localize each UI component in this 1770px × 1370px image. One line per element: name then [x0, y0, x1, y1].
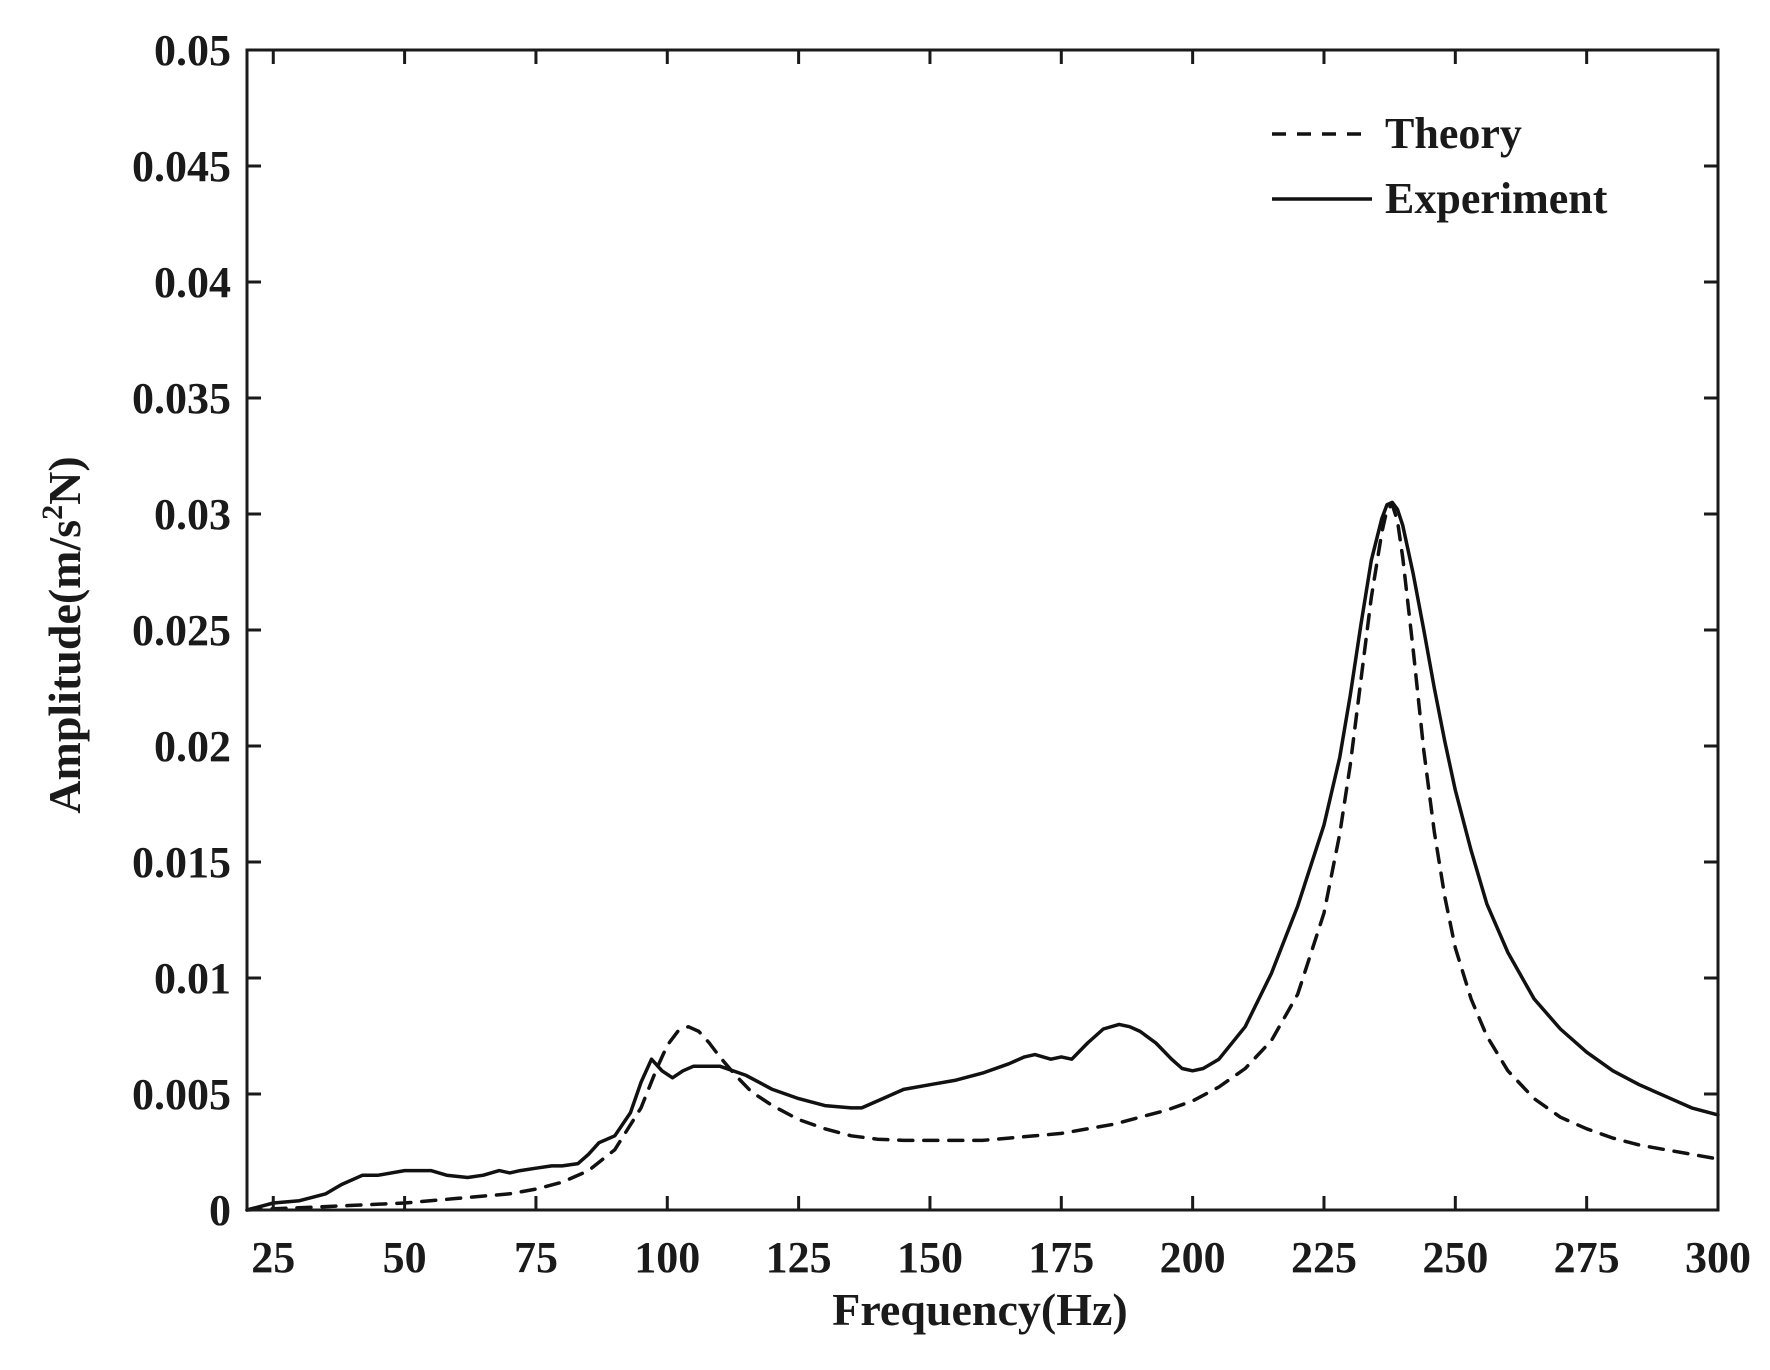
x-axis-title: Frequency(Hz) [832, 1284, 1128, 1335]
y-tick-label: 0.005 [132, 1070, 231, 1119]
y-tick-label: 0.015 [132, 838, 231, 887]
x-tick-label: 150 [897, 1233, 963, 1282]
series-layer [245, 500, 1720, 1212]
y-tick-label: 0.035 [132, 374, 231, 423]
legend-theory-label: Theory [1385, 109, 1522, 158]
y-tick-label: 0.05 [154, 26, 231, 75]
x-tick-label: 25 [251, 1233, 295, 1282]
x-tick-label: 50 [383, 1233, 427, 1282]
tick-layer: 25 50 75 100 125 150 175 200 225 250 275 300 0 0.005 0… [132, 26, 1751, 1282]
legend: Theory Experiment [1272, 109, 1608, 223]
y-tick-label: 0.025 [132, 606, 231, 655]
legend-experiment-label: Experiment [1385, 174, 1608, 223]
x-tick-label: 275 [1554, 1233, 1620, 1282]
y-tick-label: 0.02 [154, 722, 231, 771]
x-tick-label: 175 [1028, 1233, 1094, 1282]
y-tick-label: 0.04 [154, 258, 231, 307]
y-tick-label: 0 [209, 1186, 231, 1235]
x-tick-label: 300 [1685, 1233, 1751, 1282]
x-tick-label: 250 [1422, 1233, 1488, 1282]
x-tick-label: 200 [1160, 1233, 1226, 1282]
y-axis-title-superscript: 2 [36, 505, 69, 520]
series-line-theory [245, 502, 1720, 1212]
y-tick-label: 0.03 [154, 490, 231, 539]
y-axis-title: Amplitude(m/s2N) [36, 456, 90, 813]
x-tick-label: 100 [634, 1233, 700, 1282]
x-tick-label: 225 [1291, 1233, 1357, 1282]
y-tick-label: 0.01 [154, 954, 231, 1003]
series-line-experiment [245, 500, 1720, 1212]
x-tick-label: 75 [514, 1233, 558, 1282]
x-tick-label: 125 [766, 1233, 832, 1282]
y-axis-title-end: N) [39, 456, 90, 505]
y-tick-label: 0.045 [132, 142, 231, 191]
plot-area-frame [245, 48, 1720, 1212]
y-axis-title-main: Amplitude(m/s [39, 520, 90, 814]
